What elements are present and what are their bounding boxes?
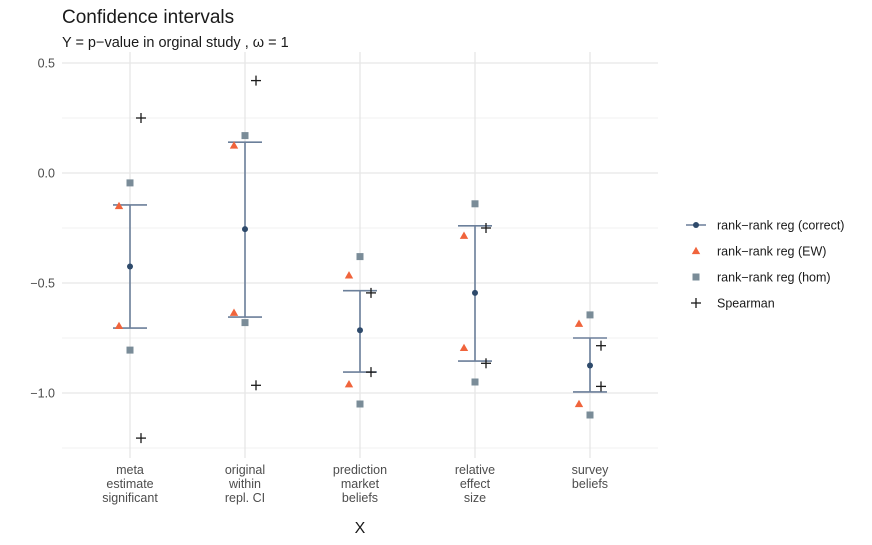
spearman-marker — [596, 381, 606, 392]
legend-label: rank−rank reg (hom) — [717, 271, 831, 285]
hom-marker — [241, 132, 249, 140]
x-tick-label: prediction market beliefs — [333, 463, 387, 505]
ew-marker — [459, 231, 469, 239]
hom-marker — [586, 411, 594, 419]
chart-title: Confidence intervals — [62, 7, 234, 28]
hom-marker — [356, 400, 364, 408]
spearman-marker — [366, 287, 376, 298]
spearman-marker — [481, 358, 491, 369]
data-marks — [113, 75, 607, 444]
point-estimate — [242, 226, 248, 233]
spearman-marker — [596, 340, 606, 351]
legend-label: rank−rank reg (correct) — [717, 219, 844, 233]
legend-item: rank−rank reg (hom) — [692, 271, 831, 285]
point-estimate — [472, 289, 478, 296]
ew-marker — [344, 380, 354, 388]
ew-marker — [229, 141, 239, 149]
legend-item: Spearman — [691, 297, 775, 311]
y-tick-label: −0.5 — [30, 277, 55, 291]
legend-label: Spearman — [717, 297, 775, 311]
spearman-marker — [251, 380, 261, 391]
spearman-marker — [136, 433, 146, 444]
spearman-marker — [251, 75, 261, 86]
x-tick-label: original within repl. CI — [225, 463, 265, 505]
ew-marker — [114, 321, 124, 330]
x-axis-label: X — [355, 520, 366, 537]
x-axis-ticks: meta estimate significant original within rep… — [102, 463, 609, 505]
ew-marker — [574, 399, 584, 408]
y-axis-ticks: 0.5 0.0 −0.5 −1.0 — [30, 57, 55, 401]
legend-point — [693, 222, 699, 228]
legend-label: rank−rank reg (EW) — [717, 245, 826, 259]
hom-marker — [586, 311, 594, 319]
hom-marker — [471, 378, 479, 386]
legend: rank−rank reg (correct) rank−rank reg (EW… — [686, 219, 844, 311]
hom-marker — [241, 319, 249, 327]
point-estimate — [127, 263, 133, 270]
hom-marker — [126, 179, 134, 187]
x-tick-label: relative effect size — [455, 463, 495, 505]
ew-marker — [114, 201, 124, 210]
legend-plus — [691, 298, 701, 308]
legend-item: rank−rank reg (EW) — [691, 245, 826, 259]
y-tick-label: 0.0 — [38, 167, 55, 181]
chart-subtitle: Y = p−value in orginal study , ω = 1 — [62, 35, 289, 51]
y-tick-label: −1.0 — [30, 387, 55, 401]
legend-item: rank−rank reg (correct) — [686, 219, 844, 233]
ew-marker — [459, 343, 469, 352]
ew-marker — [344, 271, 354, 279]
hom-marker — [126, 346, 134, 354]
ew-marker — [229, 308, 239, 316]
hom-marker — [356, 253, 364, 261]
spearman-marker — [366, 367, 376, 378]
hom-marker — [471, 200, 479, 208]
x-tick-label: meta estimate significant — [102, 463, 158, 505]
spearman-marker — [481, 223, 491, 233]
x-tick-label: survey beliefs — [572, 463, 610, 491]
point-estimate — [587, 362, 593, 369]
point-estimate — [357, 327, 363, 334]
legend-square — [692, 273, 700, 281]
ew-marker — [574, 319, 584, 327]
legend-triangle — [691, 246, 701, 255]
y-tick-label: 0.5 — [38, 57, 55, 71]
spearman-marker — [136, 113, 146, 123]
